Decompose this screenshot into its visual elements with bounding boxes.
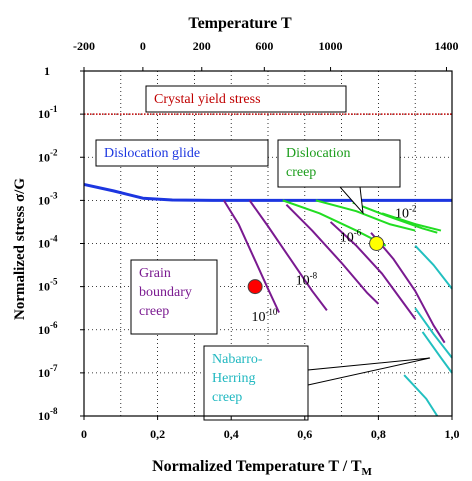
- top-tick-label: 600: [255, 39, 273, 53]
- series-layer: [83, 113, 453, 417]
- bottom-tick-label: 0,8: [371, 427, 386, 441]
- left-axis-title: Normalized stress σ/G: [12, 178, 28, 320]
- annotation-text: Dislocation glide: [104, 146, 200, 161]
- grain-curve: [248, 199, 328, 311]
- bottom-tick-label: 1,0: [445, 427, 460, 441]
- grain-curve: [222, 199, 280, 313]
- data-marker: [369, 236, 385, 251]
- bottom-tick-label: 0,6: [297, 427, 312, 441]
- curve-label: 10-2: [395, 204, 417, 222]
- annotation-pointer: [307, 357, 431, 386]
- left-tick-label: 1: [44, 64, 50, 78]
- annotation-text: Herring: [212, 371, 256, 386]
- annotation-text: creep: [139, 304, 169, 319]
- dislocation-creep-curve: [352, 201, 438, 234]
- nabarro-herring-curve: [414, 307, 453, 359]
- curve-label: 10-10: [251, 307, 277, 325]
- annotation-text: Crystal yield stress: [154, 92, 261, 107]
- annotation-frame: [145, 85, 347, 113]
- bottom-tick-label: 0,2: [150, 427, 165, 441]
- annotation-pointer: [338, 186, 364, 215]
- left-tick-label: 10-3: [38, 190, 58, 207]
- annotation-text: Nabarro-: [212, 352, 263, 367]
- annotation-layer: Crystal yield stress Dislocation glide Dis…: [95, 85, 431, 421]
- bottom-tick-label: 0: [81, 427, 87, 441]
- annotation-box: Crystal yield stress: [145, 85, 347, 113]
- curve-label: 10-8: [296, 270, 318, 288]
- top-tick-label: 0: [140, 39, 146, 53]
- left-tick-label: 10-8: [38, 406, 58, 423]
- nabarro-herring-curve: [414, 244, 453, 290]
- left-tick-label: 10-6: [38, 320, 58, 337]
- annotation-frame: [203, 345, 309, 421]
- top-tick-label: 200: [193, 39, 211, 53]
- marker-layer: [247, 236, 385, 295]
- annotation-frame: [95, 139, 269, 167]
- left-tick-label: 10-7: [38, 363, 58, 380]
- data-marker: [247, 279, 263, 295]
- annotation-box: Grain boundary creep: [130, 259, 218, 335]
- annotation-text: Dislocation: [286, 146, 351, 161]
- annotation-frame: [277, 139, 401, 188]
- left-tick-label: 10-4: [38, 234, 58, 251]
- top-tick-label: 1000: [319, 39, 343, 53]
- bottom-axis-title: Normalized Temperature T / TM: [152, 458, 372, 478]
- annotation-frame: [130, 259, 218, 335]
- annotation-text: creep: [212, 390, 242, 405]
- bottom-tick-label: 0,4: [224, 427, 239, 441]
- left-tick-label: 10-2: [38, 147, 58, 164]
- curve-label-layer: 10-2 10-6 10-8 10-10: [251, 204, 416, 326]
- nabarro-herring-curve: [403, 374, 439, 417]
- annotation-text: Grain: [139, 266, 171, 281]
- dislocation-creep-curve: [282, 199, 387, 247]
- top-tick-label: -200: [73, 39, 95, 53]
- series-dislocation-glide: [83, 182, 452, 202]
- left-tick-label: 10-5: [38, 277, 58, 294]
- tick-labels: 0 0,2 0,4 0,6 0,8 1,0 -200 0 200 600 1000 1400 1 10-1…: [38, 39, 460, 441]
- curve-label: 10-6: [340, 227, 362, 245]
- left-tick-label: 10-1: [38, 104, 58, 121]
- annotation-box: Nabarro- Herring creep: [203, 345, 431, 421]
- bottom-axis-title-main: Normalized Temperature T / T: [152, 458, 362, 475]
- top-axis-title: Temperature T: [188, 15, 292, 32]
- dislocation-creep-curve: [381, 212, 442, 232]
- grain-curve: [329, 221, 417, 320]
- annotation-text: creep: [286, 165, 316, 180]
- dislocation-creep-curve: [315, 199, 416, 232]
- annotation-box: Dislocation glide: [95, 139, 269, 167]
- grain-curve: [285, 203, 380, 305]
- top-tick-label: 1400: [434, 39, 458, 53]
- annotation-text: boundary: [139, 285, 192, 300]
- axes: [80, 67, 453, 420]
- grain-curve: [370, 232, 446, 344]
- annotation-box: Dislocation creep: [277, 139, 401, 215]
- nabarro-herring-curve: [421, 331, 453, 374]
- bottom-axis-title-subscript: M: [362, 466, 373, 478]
